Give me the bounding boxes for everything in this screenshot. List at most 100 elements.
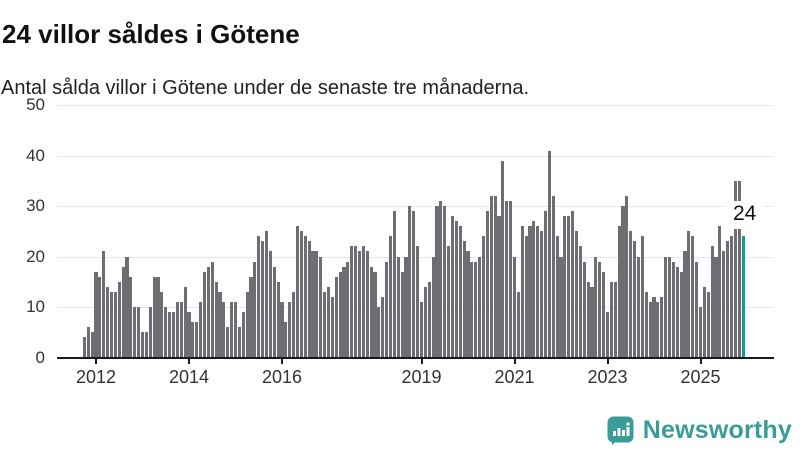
bar [241,312,245,358]
x-axis-year-label: 2016 [261,367,303,387]
bar [195,322,199,358]
bar [540,231,544,358]
bar [551,195,555,358]
bar [648,301,652,358]
bar [509,201,513,358]
bar [400,271,404,358]
bar [361,246,365,358]
bar [257,236,261,358]
bar [679,271,683,358]
bar [307,241,311,358]
bar [98,276,102,358]
x-axis-year-label: 2023 [587,367,628,387]
bar [726,241,730,358]
bar [478,256,482,358]
bar [602,271,606,358]
bar [493,195,497,358]
bar [644,291,648,358]
bar [106,286,110,358]
bar [516,291,520,358]
x-axis-year-label: 2021 [494,367,535,387]
x-axis-tick [606,358,609,364]
bar [249,276,253,358]
bar [140,332,145,358]
bar [528,226,532,358]
bar [664,256,668,358]
bar [698,307,703,358]
x-axis-year-label: 2012 [75,367,117,387]
bar [675,266,679,358]
bar [563,216,567,358]
bar [160,291,164,358]
newsworthy-logo[interactable]: Newsworthy [607,416,792,445]
bar [737,180,741,358]
x-axis-tick [420,358,423,364]
bar [485,211,489,358]
bar [524,236,528,358]
bar [532,221,536,358]
bar [392,211,396,358]
bar [280,301,284,358]
bar [102,251,106,358]
bar [633,241,637,358]
bar [687,231,691,358]
x-axis-tick [513,358,516,364]
bar [714,256,718,358]
bar [423,286,427,358]
bar [226,327,230,358]
bar [594,256,598,358]
bar [733,180,737,358]
bar [695,261,699,358]
bar [303,236,307,358]
x-axis-year-label: 2025 [680,367,721,387]
bar [640,236,644,358]
bar [342,266,346,358]
bar [299,231,303,358]
bar [497,216,501,358]
bar [206,266,210,358]
bar [137,307,141,358]
bar [385,261,389,358]
bar [168,312,172,358]
gridline [57,256,774,258]
bar [272,266,276,358]
bar [86,327,90,358]
bar [288,301,292,358]
bar [230,301,234,358]
bar [574,231,579,358]
bar [582,261,586,358]
value-annotation: 24 [726,201,764,229]
bar [276,281,280,358]
bar [117,281,121,358]
bar [90,332,94,358]
bar [427,281,431,358]
bar [443,206,447,358]
bar [722,251,726,358]
bar [357,251,362,358]
bar [555,236,559,358]
bar [94,271,98,358]
bar [268,251,272,358]
bar [295,226,300,358]
bar [373,271,377,358]
bar [408,206,412,358]
bar [547,150,551,358]
bar [191,322,195,358]
bar [152,276,156,358]
bar [462,241,466,358]
bar [148,307,152,358]
x-axis-tick [281,358,283,364]
bar [179,301,183,358]
bar [590,286,594,358]
bar [489,195,493,358]
bar [621,206,625,358]
bar [330,296,334,358]
y-axis-label: 0 [35,347,45,367]
bar [613,281,617,358]
bar [571,211,575,358]
bar [369,266,373,358]
bar [284,322,288,358]
bar [82,337,86,358]
bar [133,307,137,358]
